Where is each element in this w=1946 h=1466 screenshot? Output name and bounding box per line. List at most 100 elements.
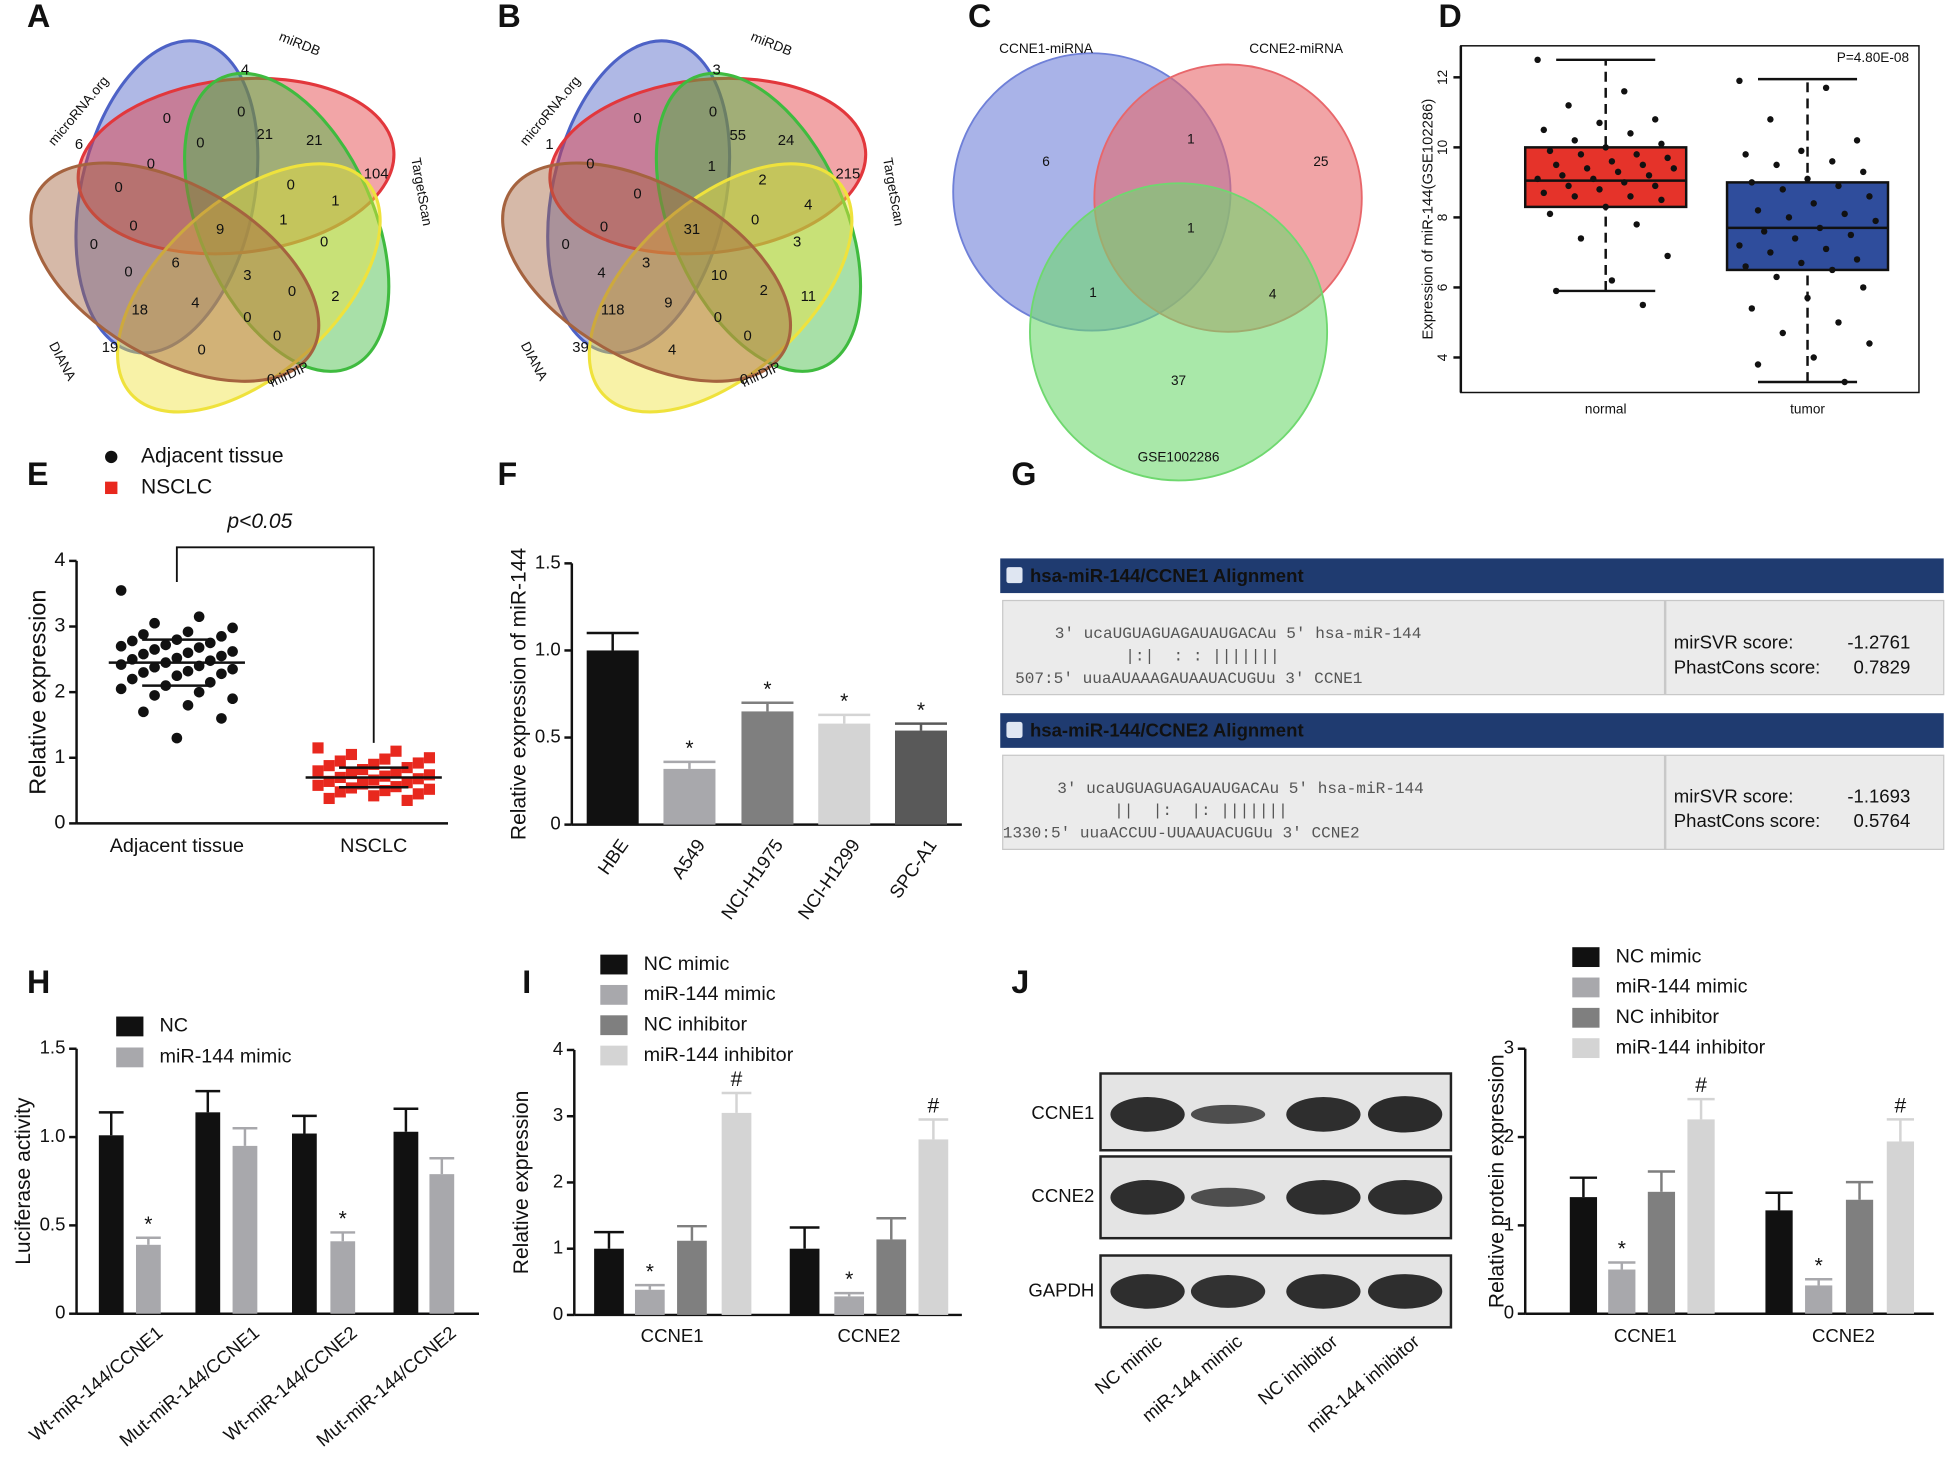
score-value: 0.7829 — [1854, 657, 1911, 678]
venn-region-count: 18 — [131, 303, 148, 319]
panel-label: I — [522, 964, 531, 1000]
significance-mark: * — [1815, 1254, 1823, 1277]
score-value: 0.5764 — [1854, 810, 1911, 831]
bar — [586, 650, 639, 825]
blot-band — [1367, 1179, 1443, 1215]
data-point — [1534, 175, 1541, 183]
significance-mark: # — [1895, 1095, 1907, 1118]
x-tick-label: CCNE2 — [1812, 1325, 1875, 1346]
data-point — [149, 690, 160, 701]
data-point — [1645, 172, 1653, 179]
x-tick-label: SPC-A1 — [885, 835, 941, 902]
data-point — [1571, 193, 1578, 200]
data-point — [149, 644, 160, 655]
data-point — [323, 760, 335, 772]
data-point — [1810, 200, 1817, 207]
data-point — [1860, 284, 1867, 291]
y-tick-label: 0 — [55, 1302, 65, 1323]
data-point — [138, 667, 149, 678]
data-point — [1798, 147, 1805, 155]
panel-label: G — [1011, 456, 1036, 492]
alignment-line: || |: |: ||||||| — [1114, 802, 1288, 820]
data-point — [1534, 56, 1541, 64]
data-point — [1577, 235, 1585, 242]
venn-region-count: 31 — [684, 222, 701, 238]
y-tick-label: 0 — [54, 812, 65, 834]
data-point — [412, 757, 424, 769]
data-point — [193, 686, 205, 698]
bar — [292, 1133, 317, 1314]
bar — [98, 1135, 124, 1314]
data-point — [171, 670, 183, 682]
data-point — [204, 655, 216, 666]
legend-swatch — [600, 1015, 628, 1036]
significance-mark: * — [144, 1213, 152, 1236]
data-point — [1767, 249, 1774, 256]
data-point — [1670, 165, 1678, 172]
data-point — [1608, 277, 1616, 284]
data-point — [1810, 354, 1817, 361]
bar — [232, 1145, 258, 1314]
venn-set — [74, 39, 260, 355]
data-point — [368, 774, 380, 786]
y-tick-label: 1.0 — [40, 1125, 66, 1146]
venn-region-count: 0 — [124, 264, 132, 280]
venn-set — [546, 39, 732, 355]
venn-region-count: 0 — [600, 220, 608, 236]
data-point — [1583, 165, 1591, 172]
venn-region-count: 0 — [196, 136, 204, 152]
panel-label: C — [968, 0, 991, 34]
data-point — [1798, 259, 1805, 267]
y-tick-label: 10 — [1435, 139, 1450, 155]
data-point — [216, 631, 227, 642]
score-label: PhastCons score: — [1674, 657, 1821, 678]
significance-mark: * — [845, 1268, 853, 1291]
venn-region-count: 0 — [267, 372, 275, 388]
blot-row-label: CCNE1 — [1031, 1102, 1094, 1123]
venn-region-count: 0 — [163, 111, 171, 127]
y-tick-label: 12 — [1435, 70, 1450, 85]
bar — [1845, 1199, 1874, 1314]
significance-mark: * — [917, 699, 925, 722]
data-point — [1627, 193, 1634, 200]
venn-region-count: 21 — [306, 133, 323, 149]
significance-mark: * — [685, 737, 693, 760]
annotation: P=4.80E-08 — [1837, 50, 1909, 65]
y-tick-label: 6 — [1435, 284, 1450, 292]
venn-region-count: 1 — [1089, 285, 1097, 300]
data-point — [1736, 242, 1743, 249]
legend-swatch — [116, 1016, 144, 1037]
legend-label: miR-144 inhibitor — [644, 1044, 794, 1066]
venn-region-count: 19 — [102, 340, 119, 356]
data-point — [334, 755, 346, 767]
venn-region-count: 6 — [1042, 154, 1050, 169]
score-value: -1.2761 — [1847, 632, 1910, 653]
bar — [1647, 1191, 1676, 1314]
venn-region-count: 21 — [257, 127, 274, 143]
data-point — [1779, 186, 1786, 193]
data-point — [1621, 88, 1628, 95]
panel-label: B — [498, 0, 521, 34]
bar — [1608, 1269, 1636, 1314]
data-point — [412, 788, 424, 800]
data-point — [390, 766, 402, 778]
data-point — [1658, 140, 1665, 148]
bar — [1886, 1141, 1915, 1314]
venn-region-count: 10 — [711, 268, 728, 284]
significance-mark: * — [840, 690, 848, 713]
data-point — [390, 745, 402, 757]
y-tick-label: 4 — [553, 1038, 563, 1059]
y-tick-label: 0.5 — [40, 1213, 66, 1234]
data-point — [423, 769, 436, 781]
blot-band — [1286, 1097, 1361, 1132]
alignment-header — [1000, 558, 1944, 594]
venn-set — [116, 162, 382, 414]
venn-region-count: 55 — [729, 128, 746, 144]
y-tick-label: 4 — [54, 549, 65, 571]
data-point — [323, 792, 335, 805]
blot-band — [1367, 1274, 1443, 1309]
alignment-line: 3' ucaUGUAGUAGAUAUGACAu 5' hsa-miR-144 — [1057, 780, 1424, 798]
score-value: -1.1693 — [1847, 785, 1910, 806]
data-point — [1866, 340, 1873, 347]
y-tick-label: 3 — [54, 615, 65, 637]
